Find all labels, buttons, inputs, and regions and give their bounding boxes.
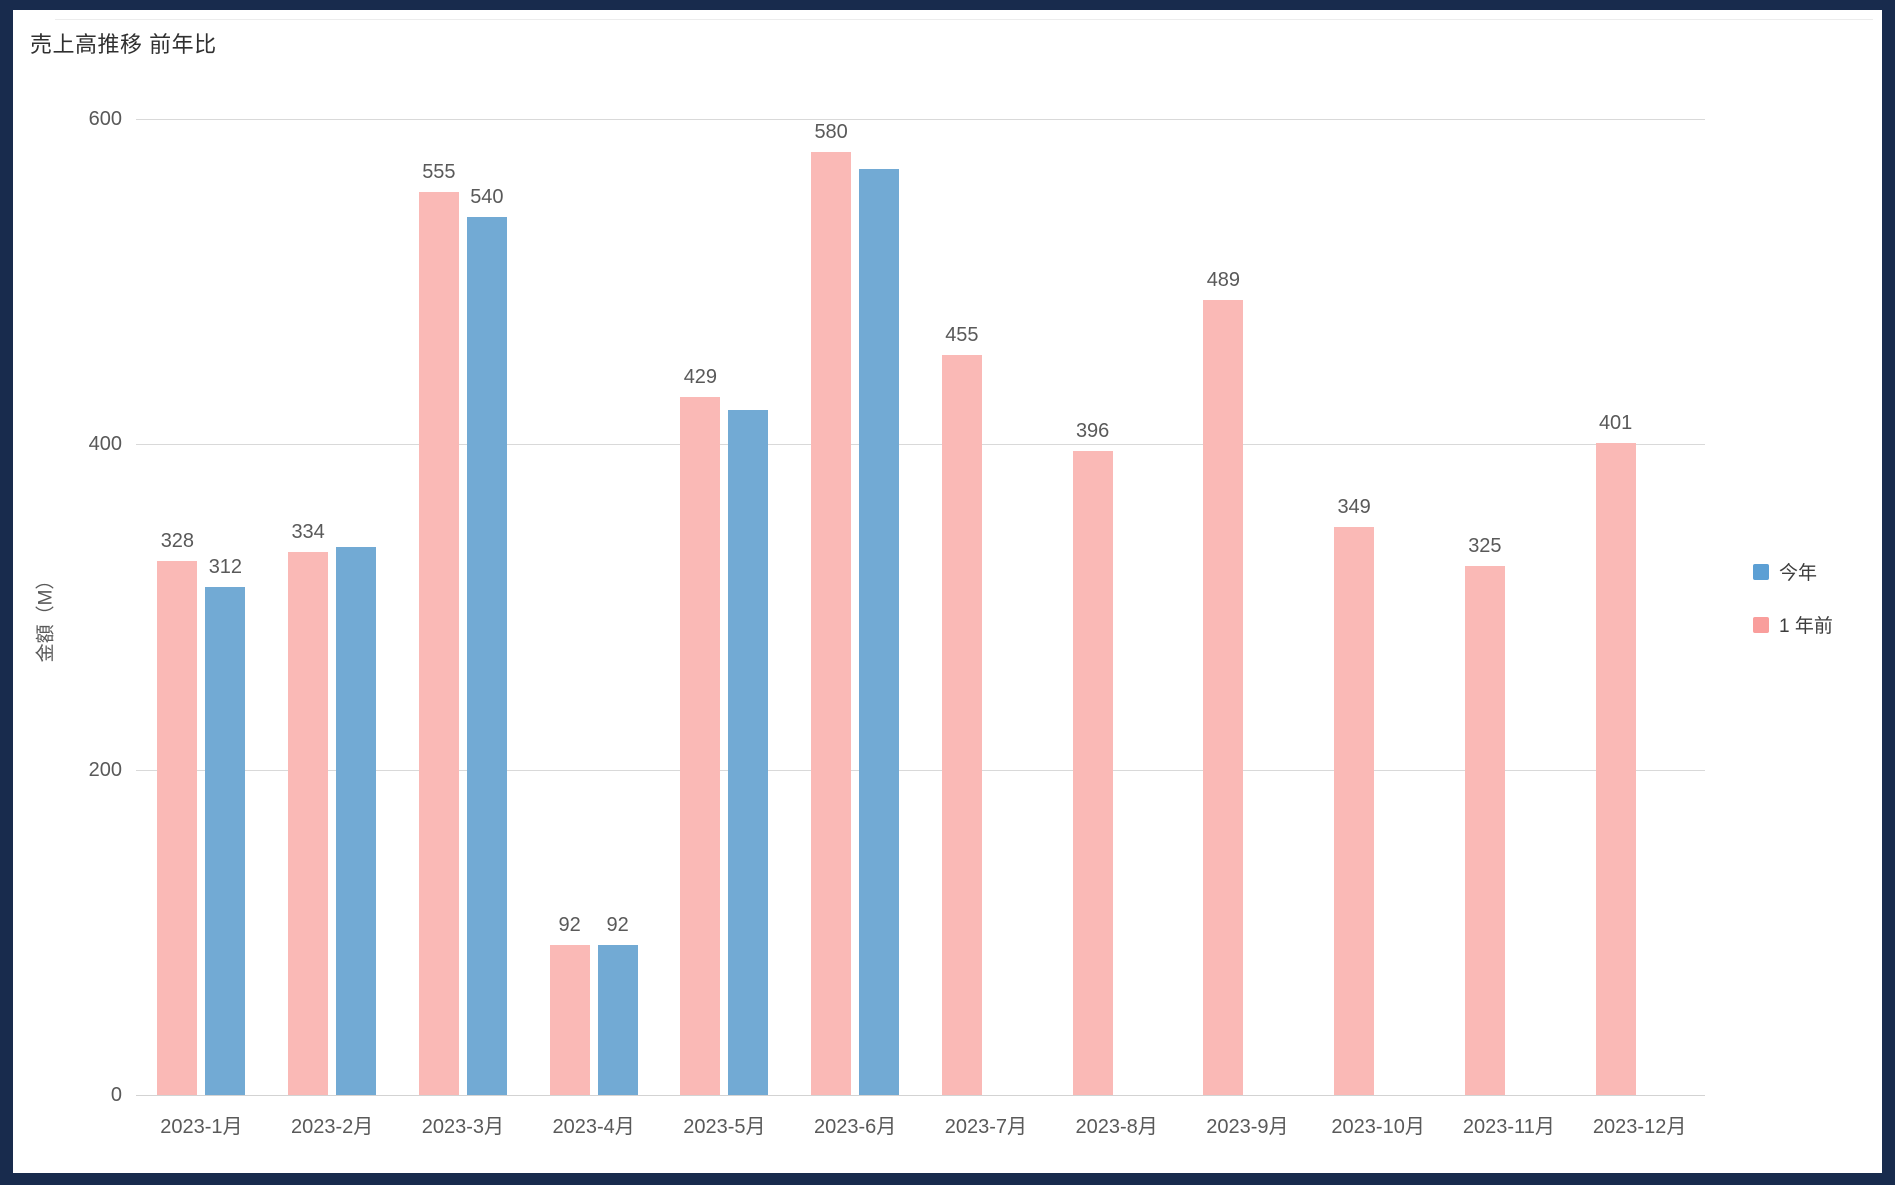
bar-last-year[interactable] (1203, 299, 1244, 1095)
x-axis-label: 2023-11月 (1462, 1116, 1555, 1138)
bar-value-label: 489 (1206, 268, 1241, 291)
y-axis-title: 金額（M） (35, 570, 57, 663)
y-tick-label: 400 (88, 433, 122, 456)
bar-value-label: 580 (814, 120, 848, 143)
bar-value-label: 312 (208, 556, 243, 579)
legend-swatch-one-year-ago-icon (1753, 616, 1769, 633)
bar-last-year[interactable] (1072, 450, 1113, 1095)
x-axis-label: 2023-6月 (813, 1116, 897, 1138)
bar-last-year[interactable] (288, 551, 329, 1095)
bar-value-label: 429 (683, 366, 718, 389)
x-axis-label: 2023-2月 (290, 1116, 374, 1138)
y-tick-label: 600 (88, 108, 122, 130)
bar-value-label: 328 (160, 530, 195, 553)
bar-this-year[interactable] (728, 410, 769, 1095)
bar-last-year[interactable] (157, 561, 198, 1095)
x-axis-label: 2023-7月 (944, 1116, 1028, 1138)
bar-last-year[interactable] (941, 354, 982, 1095)
bar-this-year[interactable] (466, 216, 507, 1095)
bar-value-label: 92 (606, 914, 629, 937)
bar-last-year[interactable] (1595, 442, 1636, 1095)
y-tick-label: 200 (88, 758, 122, 781)
gridline (136, 769, 1705, 771)
gridline (136, 119, 1705, 120)
bar-last-year[interactable] (1464, 566, 1505, 1095)
x-axis-label: 2023-4月 (552, 1116, 635, 1138)
bar-value-label: 325 (1468, 535, 1502, 558)
bar-value-label: 396 (1075, 419, 1110, 442)
legend-item-one-year-ago[interactable]: 1 年前 (1753, 611, 1833, 638)
gridline (136, 1095, 1705, 1096)
legend-item-this-year[interactable]: 今年 (1753, 558, 1833, 585)
x-axis-label: 2023-9月 (1206, 1116, 1289, 1138)
bar-last-year[interactable] (418, 192, 459, 1095)
y-tick-label: 0 (110, 1084, 122, 1106)
legend-label-one-year-ago: 1 年前 (1779, 616, 1833, 637)
bar-value-label: 455 (945, 323, 979, 346)
x-axis-label: 2023-10月 (1331, 1116, 1425, 1138)
bar-last-year[interactable] (1334, 527, 1375, 1095)
bar-this-year[interactable] (859, 169, 900, 1095)
bar-value-label: 92 (558, 914, 581, 937)
bar-last-year[interactable] (680, 397, 721, 1095)
x-axis-label: 2023-1月 (160, 1116, 243, 1138)
bar-last-year[interactable] (811, 151, 852, 1095)
chart-title: 売上高推移 前年比 (30, 32, 217, 57)
legend: 今年 1 年前 (1753, 558, 1833, 664)
x-axis-label: 2023-12月 (1592, 1116, 1687, 1138)
bar-this-year[interactable] (597, 945, 638, 1095)
bar-value-label: 555 (422, 161, 456, 184)
x-axis-label: 2023-8月 (1075, 1116, 1158, 1138)
legend-swatch-this-year-icon (1753, 563, 1769, 580)
bar-this-year[interactable] (205, 587, 246, 1095)
card-top-divider (55, 19, 1873, 20)
bar-value-label: 540 (470, 185, 504, 208)
gridline (136, 444, 1705, 446)
bar-last-year[interactable] (549, 945, 590, 1095)
bar-this-year[interactable] (336, 546, 377, 1095)
x-axis-label: 2023-3月 (421, 1116, 505, 1138)
bar-value-label: 334 (291, 520, 325, 543)
bar-value-label: 349 (1337, 496, 1371, 519)
bar-value-label: 401 (1598, 411, 1633, 434)
legend-label-this-year: 今年 (1779, 563, 1818, 584)
x-axis-label: 2023-5月 (683, 1116, 766, 1138)
